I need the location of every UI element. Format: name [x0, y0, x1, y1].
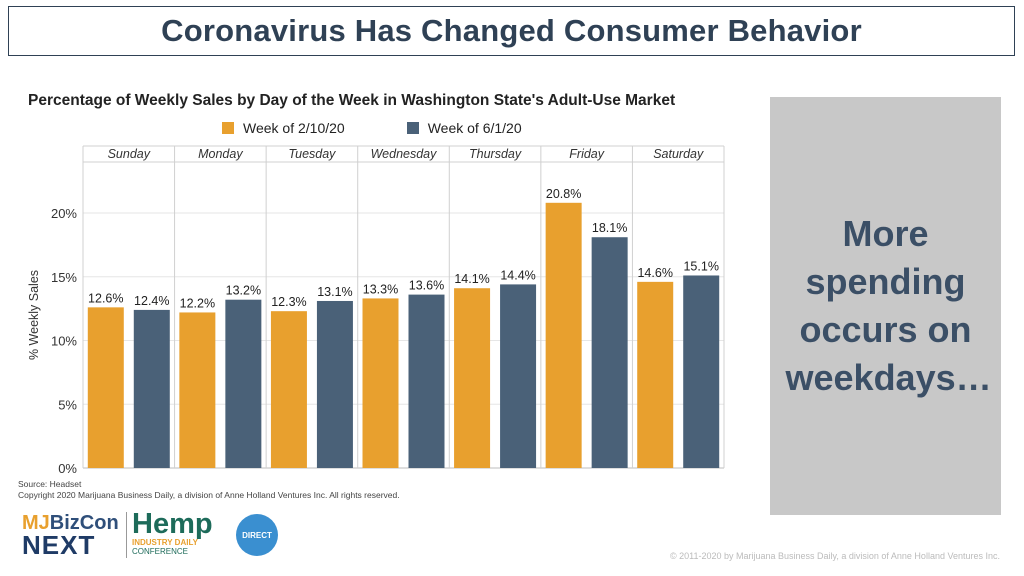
hemp-conference-logo: Hemp INDUSTRY DAILY CONFERENCE: [132, 508, 213, 557]
bar-chart: 0% 5% 10% 15% 20% % Weekly Sales Sunday 12.6% 12…: [27, 145, 725, 476]
y-tick-label: 10%: [51, 334, 77, 349]
direct-logo: DIRECT: [236, 514, 278, 556]
data-label: 15.1%: [683, 259, 718, 273]
y-tick-label: 20%: [51, 206, 77, 221]
bar: [500, 284, 537, 468]
data-label: 12.2%: [180, 296, 215, 310]
data-label: 18.1%: [592, 221, 627, 235]
data-label: 12.6%: [88, 291, 123, 305]
next-logo-text: NEXT: [22, 530, 96, 560]
data-label: 14.4%: [500, 268, 535, 282]
bar: [87, 307, 124, 468]
chart-legend: Week of 2/10/20 Week of 6/1/20: [222, 120, 584, 136]
footer-copyright: © 2011-2020 by Marijuana Business Daily,…: [670, 551, 1000, 561]
hemp-logo-conference: CONFERENCE: [132, 547, 189, 556]
direct-logo-text: DIRECT: [242, 530, 272, 540]
category-label: Sunday: [108, 147, 151, 161]
source-line: Source: Headset: [18, 479, 82, 489]
category-label: Friday: [569, 147, 604, 161]
bar: [637, 281, 674, 468]
legend-item-series-2: Week of 6/1/20: [406, 120, 522, 136]
legend-swatch-series-2: [406, 122, 419, 134]
y-tick-label: 15%: [51, 270, 77, 285]
data-label: 13.1%: [317, 285, 352, 299]
mjbizcon-next-logo: MJBizCon NEXT: [22, 512, 119, 560]
callout-text: More spending occurs on weekdays…: [785, 213, 992, 398]
bar: [133, 309, 170, 468]
category-label: Monday: [198, 147, 243, 161]
category-label: Wednesday: [371, 147, 438, 161]
category-label: Thursday: [469, 147, 522, 161]
bar: [591, 237, 628, 468]
data-label: 13.3%: [363, 282, 398, 296]
callout-box: More spending occurs on weekdays…: [770, 97, 1001, 515]
legend-label-series-1: Week of 2/10/20: [243, 120, 345, 136]
data-label: 20.8%: [546, 187, 581, 201]
y-tick-label: 0%: [58, 461, 77, 476]
mj-logo-text: MJ: [22, 512, 50, 534]
data-label: 14.6%: [637, 266, 672, 280]
y-axis-label: % Weekly Sales: [27, 270, 41, 360]
page-title: Coronavirus Has Changed Consumer Behavio…: [161, 13, 862, 48]
data-label: 12.3%: [271, 295, 306, 309]
chart-title: Percentage of Weekly Sales by Day of the…: [28, 92, 676, 109]
legend-item-series-1: Week of 2/10/20: [222, 120, 345, 136]
data-label: 13.2%: [226, 284, 261, 298]
data-label: 14.1%: [454, 272, 489, 286]
bizcon-logo-text: BizCon: [49, 512, 119, 534]
bar: [225, 299, 262, 468]
bar: [683, 275, 720, 468]
bar: [362, 298, 399, 468]
data-label: 13.6%: [409, 279, 444, 293]
source-note: Source: Headset Copyright 2020 Marijuana…: [18, 479, 400, 501]
bar: [270, 311, 307, 468]
copyright-line: Copyright 2020 Marijuana Business Daily,…: [18, 490, 400, 500]
bar: [545, 202, 582, 469]
bar: [454, 288, 491, 468]
bar: [179, 312, 216, 468]
bar: [408, 294, 445, 468]
hemp-logo-subtitle: INDUSTRY DAILY: [132, 538, 198, 547]
hemp-logo-title: Hemp: [132, 508, 213, 540]
category-label: Tuesday: [288, 147, 336, 161]
legend-label-series-2: Week of 6/1/20: [427, 120, 522, 136]
title-box: Coronavirus Has Changed Consumer Behavio…: [8, 6, 1015, 56]
y-tick-label: 5%: [58, 397, 77, 412]
data-label: 12.4%: [134, 294, 169, 308]
bar: [316, 300, 353, 468]
logo-divider: [126, 512, 127, 558]
legend-swatch-series-1: [222, 122, 234, 134]
category-label: Saturday: [653, 147, 704, 161]
